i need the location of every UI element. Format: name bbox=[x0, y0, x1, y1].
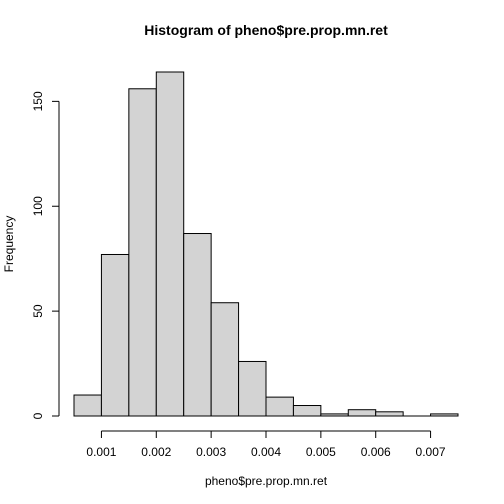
x-tick-label: 0.007 bbox=[416, 445, 446, 459]
y-tick-label: 0 bbox=[31, 412, 45, 419]
x-axis-label: pheno$pre.prop.mn.ret bbox=[205, 474, 328, 488]
histogram-bar bbox=[265, 396, 294, 417]
histogram-bar bbox=[100, 253, 130, 417]
histogram-bar bbox=[320, 413, 349, 417]
chart-title: Histogram of pheno$pre.prop.mn.ret bbox=[144, 22, 388, 38]
histogram-bar bbox=[238, 360, 267, 417]
histogram-bar bbox=[128, 88, 157, 417]
x-tick-label: 0.001 bbox=[86, 445, 116, 459]
y-tick-label: 50 bbox=[31, 304, 45, 318]
histogram-bar bbox=[183, 233, 212, 417]
histogram-bar bbox=[155, 71, 185, 417]
histogram-bar bbox=[347, 409, 377, 417]
x-tick-label: 0.006 bbox=[361, 445, 391, 459]
histogram-bar bbox=[375, 411, 404, 417]
bars-group bbox=[73, 71, 459, 417]
x-tick-label: 0.005 bbox=[306, 445, 336, 459]
x-axis: 0.001 0.002 0.003 0.004 0.005 0.006 0.007 bbox=[86, 430, 446, 459]
histogram-bar bbox=[210, 302, 240, 417]
histogram-bar bbox=[430, 413, 459, 417]
y-axis: 0 50 100 150 bbox=[31, 91, 60, 419]
histogram-bar bbox=[292, 405, 322, 417]
histogram-bar bbox=[73, 394, 102, 417]
y-tick-label: 100 bbox=[31, 196, 45, 216]
y-tick-label: 150 bbox=[31, 91, 45, 111]
x-tick-label: 0.004 bbox=[251, 445, 281, 459]
y-axis-label: Frequency bbox=[2, 216, 16, 273]
x-tick-label: 0.002 bbox=[141, 445, 171, 459]
x-tick-label: 0.003 bbox=[196, 445, 226, 459]
